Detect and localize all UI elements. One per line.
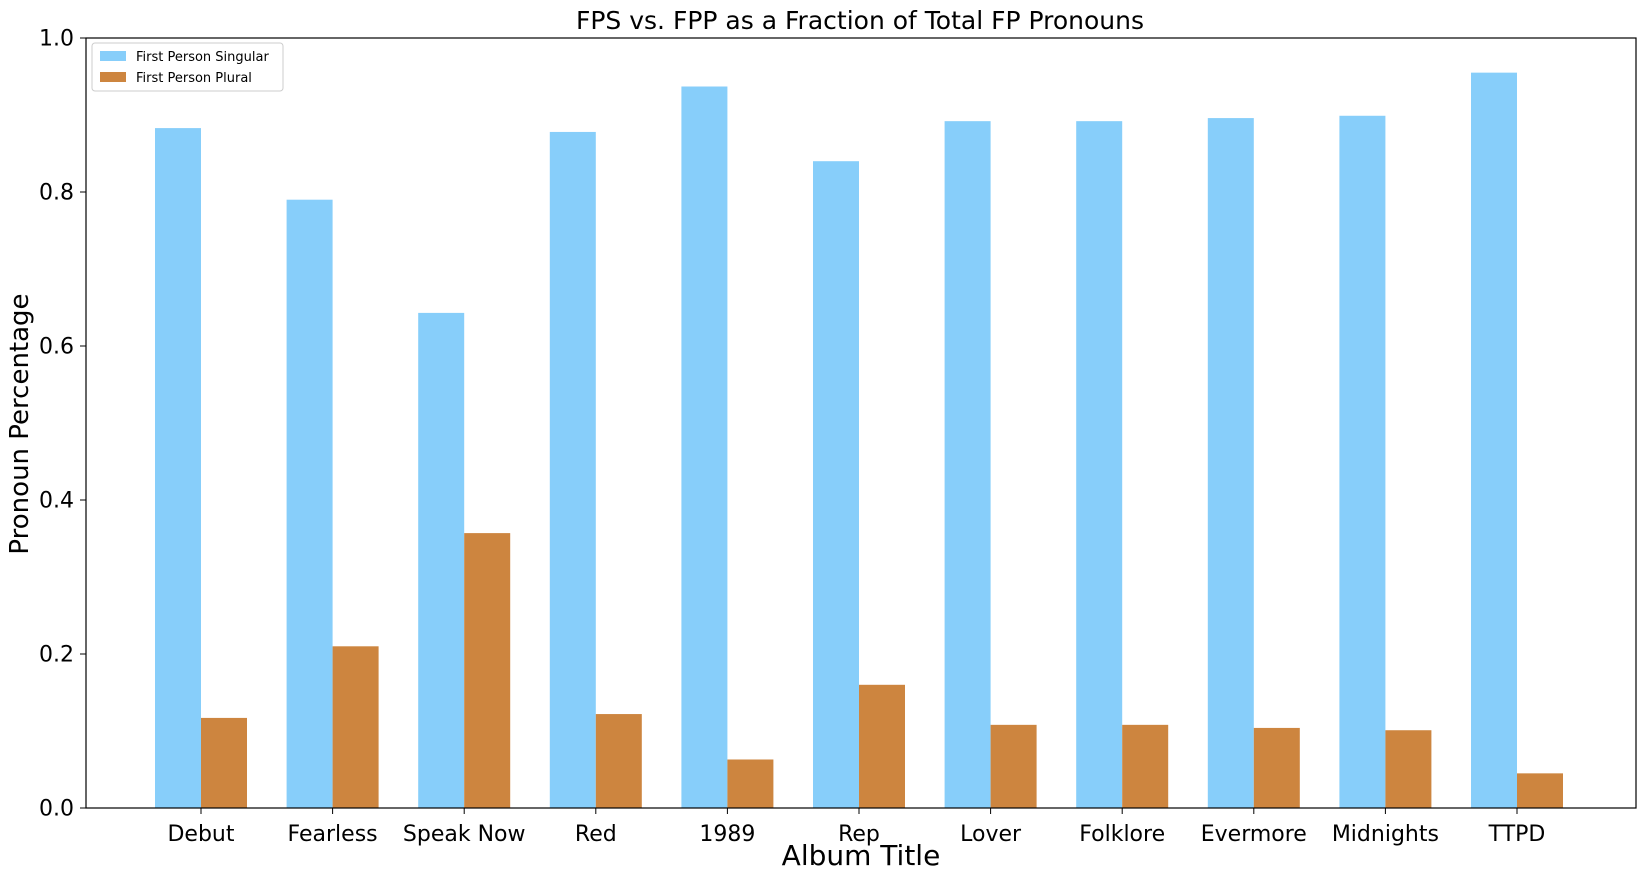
- bar-plural-9: [1385, 730, 1432, 808]
- chart-title: FPS vs. FPP as a Fraction of Total FP Pr…: [576, 6, 1144, 35]
- legend-label-1: First Person Plural: [136, 71, 252, 86]
- bar-plural-4: [727, 759, 774, 808]
- y-tick-label-2: 0.4: [39, 489, 74, 514]
- bar-singular-3: [549, 131, 596, 808]
- bar-plural-8: [1253, 727, 1300, 808]
- x-tick-label-10: TTPD: [1488, 822, 1546, 847]
- bar-plural-7: [1122, 724, 1169, 808]
- bar-singular-0: [155, 128, 201, 809]
- axes-layer: Debut Fearless Speak Now Red 1989 Rep Lover Fol…: [39, 27, 1637, 847]
- legend: First Person Singular First Person Plural: [91, 42, 284, 92]
- y-tick-label-4: 0.8: [39, 181, 74, 206]
- bar-plural-3: [595, 714, 642, 808]
- bar-plural-10: [1517, 773, 1563, 808]
- x-tick-label-1: Fearless: [288, 822, 378, 847]
- x-tick-label-8: Evermore: [1201, 822, 1307, 847]
- y-tick-label-1: 0.2: [39, 643, 74, 668]
- x-tick-label-5: Rep: [838, 822, 880, 847]
- legend-swatch-0: [100, 51, 126, 61]
- legend-swatch-1: [100, 72, 126, 82]
- bar-plural-0: [201, 717, 247, 808]
- bar-plural-6: [990, 724, 1037, 808]
- bar-singular-1: [286, 199, 333, 808]
- bar-plural-2: [464, 533, 511, 808]
- y-tick-label-3: 0.6: [39, 335, 74, 360]
- x-tick-label-6: Lover: [960, 822, 1022, 847]
- y-axis-title: Pronoun Percentage: [5, 293, 35, 554]
- bar-singular-8: [1207, 118, 1254, 808]
- x-axis-title: Album Title: [782, 839, 941, 872]
- x-tick-label-2: Speak Now: [403, 822, 526, 847]
- x-tick-label-9: Midnights: [1332, 822, 1439, 847]
- bar-singular-7: [1076, 121, 1123, 808]
- bar-singular-4: [681, 86, 728, 808]
- bar-singular-9: [1339, 115, 1386, 808]
- bar-singular-10: [1471, 72, 1517, 808]
- x-tick-label-0: Debut: [167, 822, 234, 847]
- legend-label-0: First Person Singular: [136, 50, 269, 65]
- y-tick-label-0: 0.0: [39, 797, 74, 822]
- x-tick-label-4: 1989: [699, 822, 755, 847]
- x-tick-label-7: Folklore: [1079, 822, 1165, 847]
- bar-plural-5: [859, 684, 905, 808]
- legend-box: [91, 42, 284, 92]
- bar-plural-1: [332, 646, 379, 808]
- x-tick-label-3: Red: [575, 822, 617, 847]
- bar-singular-6: [944, 121, 991, 808]
- bar-singular-2: [418, 312, 465, 808]
- plot-frame: [85, 37, 1637, 809]
- bars-layer: [155, 72, 1563, 809]
- bar-singular-5: [813, 161, 859, 808]
- y-tick-label-5: 1.0: [39, 27, 74, 52]
